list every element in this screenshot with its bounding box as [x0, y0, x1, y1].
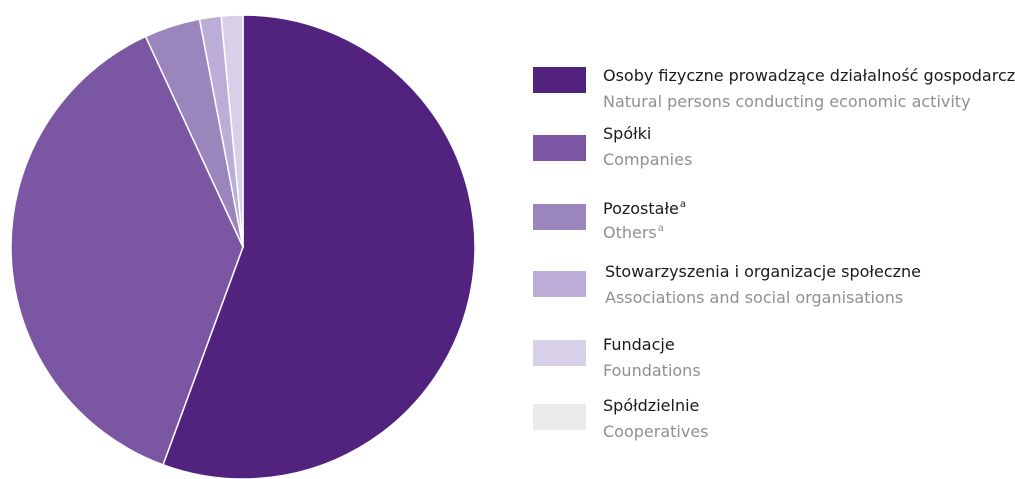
- legend-swatch-companies: [533, 135, 586, 161]
- legend-label-others: Pozostałea: [603, 200, 686, 218]
- legend-swatch-cooperatives: [533, 404, 586, 430]
- legend-swatch-associations: [533, 271, 586, 297]
- legend-swatch-natural-persons: [533, 67, 586, 93]
- legend-label-en-others: Othersa: [603, 224, 664, 242]
- legend-swatch-others: [533, 204, 586, 230]
- legend-item-others: Pozostałea Othersa: [533, 200, 1003, 250]
- legend-item-cooperatives: Spółdzielnie Cooperatives: [533, 397, 1003, 447]
- legend-label-associations: Stowarzyszenia i organizacje społeczne: [605, 263, 921, 281]
- legend-item-associations: Stowarzyszenia i organizacje społeczne A…: [533, 263, 1003, 313]
- legend-label-en-others-text: Others: [603, 223, 657, 242]
- legend-item-foundations: Fundacje Foundations: [533, 336, 1003, 386]
- legend-label-others-text: Pozostałe: [603, 199, 679, 218]
- legend-item-companies: Spółki Companies: [533, 125, 1003, 175]
- legend-label-en-natural-persons: Natural persons conducting economic acti…: [603, 93, 971, 111]
- footnote-marker-en: a: [658, 223, 664, 234]
- legend-label-companies: Spółki: [603, 125, 651, 143]
- legend-label-cooperatives: Spółdzielnie: [603, 397, 699, 415]
- legend-label-en-associations: Associations and social organisations: [605, 289, 903, 307]
- legend-item-natural-persons: Osoby fizyczne prowadzące działalność go…: [533, 67, 1003, 117]
- footnote-marker: a: [680, 199, 686, 210]
- legend-swatch-foundations: [533, 340, 586, 366]
- legend-label-foundations: Fundacje: [603, 336, 675, 354]
- legend-label-en-foundations: Foundations: [603, 362, 701, 380]
- legend-label-en-companies: Companies: [603, 151, 692, 169]
- legend-label-natural-persons: Osoby fizyczne prowadzące działalność go…: [603, 67, 1015, 85]
- legend-label-en-cooperatives: Cooperatives: [603, 423, 709, 441]
